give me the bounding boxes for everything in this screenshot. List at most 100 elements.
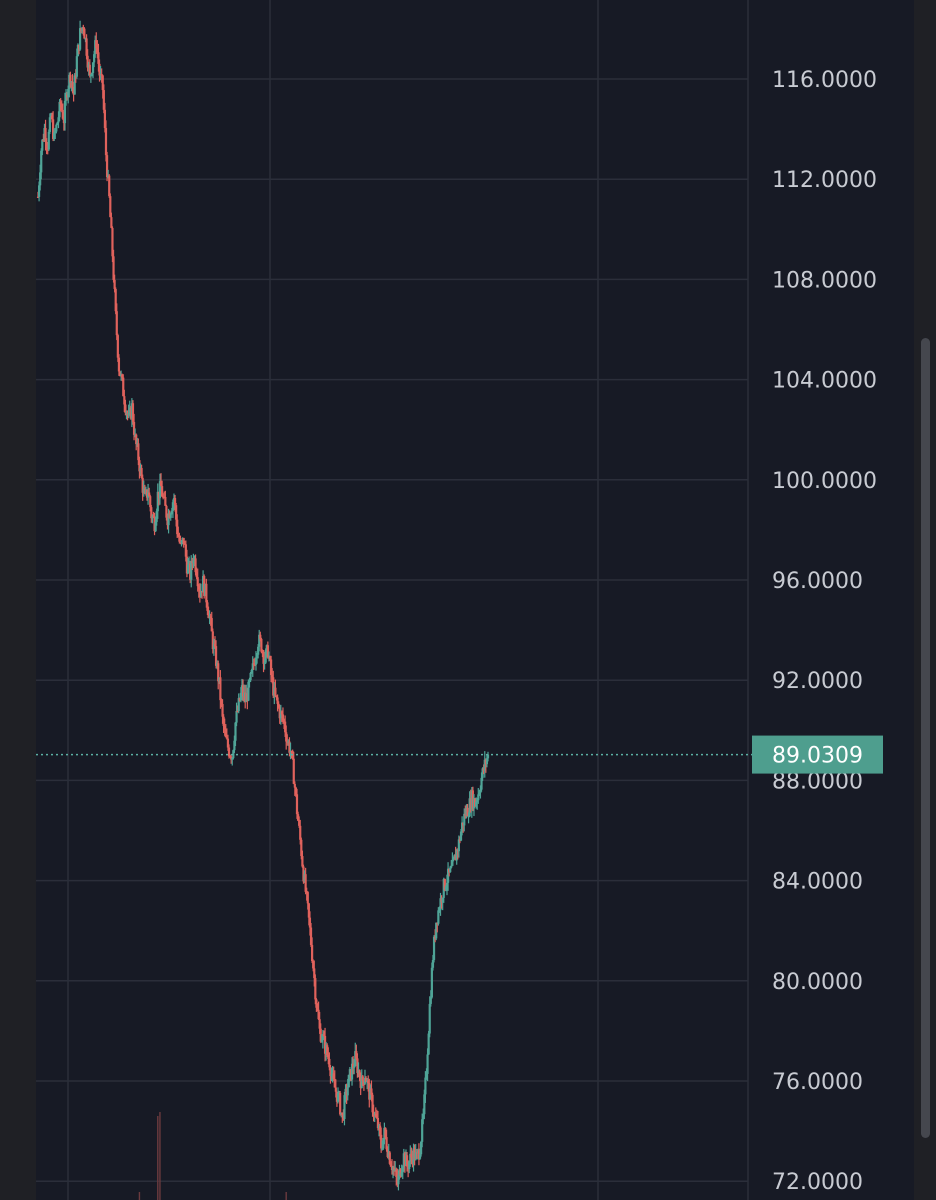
candle-body-down xyxy=(316,1007,319,1010)
candle-body-up xyxy=(408,1161,411,1170)
candle-body-down xyxy=(443,879,446,890)
candle-body-up xyxy=(350,1063,354,1080)
candle-body-down xyxy=(52,119,55,139)
price-axis-label: 116.0000 xyxy=(772,68,877,93)
current-price-tag: 89.0309 xyxy=(752,735,883,774)
candle-body-up xyxy=(480,777,483,790)
candle-body-up xyxy=(67,89,70,98)
candle-body-up xyxy=(64,94,68,101)
candle-body-down xyxy=(271,675,274,678)
candle-body-down xyxy=(268,657,272,660)
price-axis-label: 100.0000 xyxy=(772,469,877,494)
candle-body-down xyxy=(277,703,280,708)
candle-body-up xyxy=(255,654,259,659)
candle-body-up xyxy=(58,101,61,118)
candle-body-up xyxy=(180,540,183,543)
candle-body-up xyxy=(320,1040,323,1042)
candle-body-up xyxy=(354,1051,357,1066)
candle-body-up xyxy=(444,886,448,890)
candle-body-down xyxy=(211,631,214,650)
candle-body-down xyxy=(361,1076,364,1081)
candle-body-up xyxy=(258,634,261,647)
chart-pane[interactable]: 116.0000 112.0000 108.0000 104.0000 100.0000… xyxy=(36,0,914,1200)
candle-body-up xyxy=(486,754,490,759)
candle-body-up xyxy=(75,56,78,77)
candle-body-down xyxy=(117,357,121,372)
candle-body-up xyxy=(90,72,94,75)
candle-body-down xyxy=(118,371,122,376)
candle-body-down xyxy=(213,643,217,647)
candle-body-down xyxy=(332,1073,335,1079)
candle-body-down xyxy=(307,903,310,918)
candle-body-down xyxy=(140,468,143,478)
candlestick-series xyxy=(36,20,490,1191)
candle-body-up xyxy=(78,28,82,50)
candle-body-down xyxy=(121,374,124,378)
candle-body-down xyxy=(259,634,262,639)
candle-body-down xyxy=(223,725,226,730)
candle-body-up xyxy=(360,1076,363,1088)
candle-body-down xyxy=(405,1155,409,1167)
current-price-tag-background xyxy=(752,735,883,774)
candle-body-down xyxy=(292,758,295,784)
candle-body-down xyxy=(177,534,180,537)
candle-body-up xyxy=(478,792,481,795)
candle-body-up xyxy=(239,692,242,701)
candle-body-up xyxy=(475,801,478,807)
candle-body-up xyxy=(57,117,60,123)
candle-body-up xyxy=(251,663,254,670)
candle-body-down xyxy=(327,1054,330,1059)
candle-body-up xyxy=(247,681,250,701)
candle-body-down xyxy=(262,651,265,664)
candle-body-down xyxy=(288,741,291,753)
candle-body-up xyxy=(170,510,173,514)
candle-body-down xyxy=(194,558,197,573)
candle-body-down xyxy=(219,677,222,701)
candle-body-up xyxy=(463,813,466,826)
candle-body-down xyxy=(317,1009,320,1020)
candle-body-down xyxy=(410,1153,413,1158)
candle-body-down xyxy=(165,505,168,518)
candle-body-down xyxy=(384,1127,387,1138)
candle-body-down xyxy=(367,1080,370,1084)
candle-body-up xyxy=(441,897,444,903)
candle-body-up xyxy=(47,131,50,150)
candle-body-down xyxy=(300,839,303,857)
candle-body-up xyxy=(263,662,266,664)
candle-body-down xyxy=(274,687,277,696)
candle-body-down xyxy=(115,311,118,336)
candle-body-up xyxy=(190,561,193,580)
candle-body-up xyxy=(346,1087,349,1096)
candle-body-down xyxy=(333,1078,336,1088)
candle-body-down xyxy=(164,496,167,506)
candle-body-down xyxy=(355,1051,358,1059)
candle-body-up xyxy=(479,789,482,793)
candle-body-down xyxy=(269,659,273,676)
price-chart[interactable]: 116.0000 112.0000 108.0000 104.0000 100.0000… xyxy=(36,0,914,1200)
candle-body-down xyxy=(96,48,99,53)
candle-body-up xyxy=(54,131,57,133)
candle-body-down xyxy=(83,28,86,39)
candle-body-down xyxy=(306,892,309,904)
candle-body-up xyxy=(169,513,172,518)
candle-body-down xyxy=(176,519,179,535)
candle-body-down xyxy=(319,1028,322,1042)
candle-body-up xyxy=(481,768,484,778)
price-axis-label: 80.0000 xyxy=(772,970,863,995)
candle-body-up xyxy=(438,910,441,912)
price-axis[interactable]: 116.0000 112.0000 108.0000 104.0000 100.0000… xyxy=(772,68,877,1195)
candle-body-up xyxy=(400,1172,403,1177)
scrollbar-thumb[interactable] xyxy=(921,338,930,1138)
candle-body-up xyxy=(419,1141,423,1155)
current-price-label: 89.0309 xyxy=(772,744,863,769)
candle-body-down xyxy=(105,155,109,178)
candle-body-down xyxy=(329,1067,332,1077)
candle-body-down xyxy=(150,507,153,519)
candle-body-up xyxy=(186,564,190,574)
candle-body-down xyxy=(44,128,47,142)
candle-body-down xyxy=(112,256,115,280)
candle-body-up xyxy=(254,658,258,665)
candle-body-down xyxy=(385,1137,388,1150)
candle-body-down xyxy=(209,616,212,619)
candle-body-up xyxy=(55,124,58,132)
